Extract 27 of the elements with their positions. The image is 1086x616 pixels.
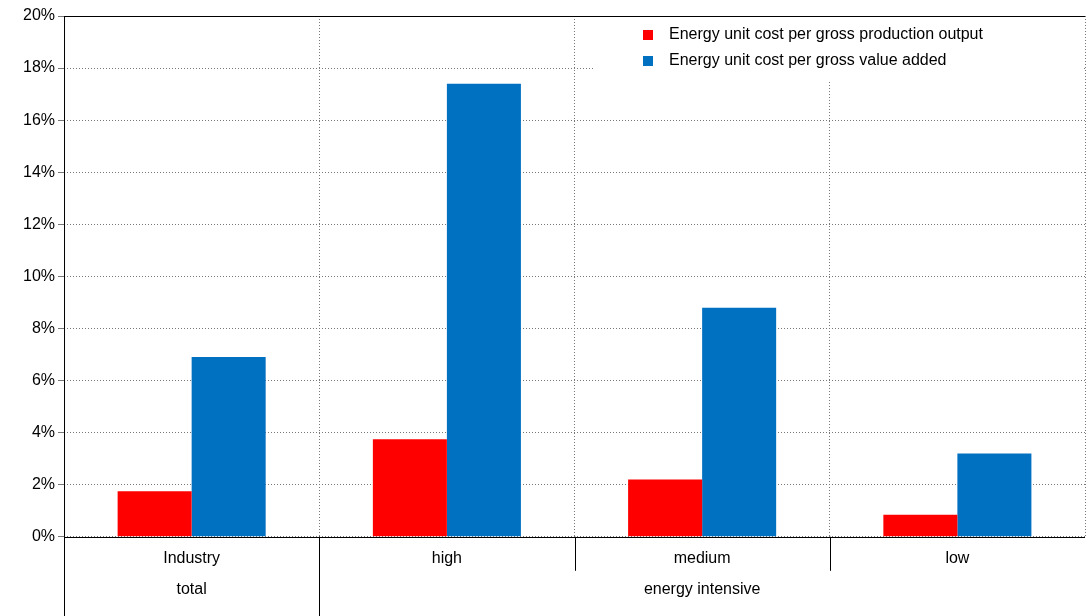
y-tick-label: 2% xyxy=(31,475,56,493)
x-tick-label: Industry xyxy=(163,548,221,566)
text: total xyxy=(176,580,207,598)
legend-label: Energy unit cost per gross value added xyxy=(669,51,947,69)
bar xyxy=(628,479,703,537)
y-tick-label: 0% xyxy=(31,527,56,545)
y-tick-label: 20% xyxy=(22,6,56,24)
x-tick-label: low xyxy=(945,548,970,566)
y-tick-label: 4% xyxy=(31,423,56,441)
bar xyxy=(117,491,192,537)
y-tick-label: 6% xyxy=(31,370,56,388)
y-tick-label: 14% xyxy=(22,162,56,180)
bar xyxy=(702,307,777,537)
bar xyxy=(446,83,521,537)
bar xyxy=(372,439,447,537)
y-tick-label: 18% xyxy=(22,58,56,76)
bar xyxy=(191,357,266,537)
x-tick-label: high xyxy=(431,548,463,566)
y-tick-label: 16% xyxy=(22,110,56,128)
x-tick-label: medium xyxy=(673,548,731,566)
y-tick-label: 12% xyxy=(22,214,56,232)
y-tick-label: 10% xyxy=(22,266,56,284)
bar xyxy=(883,514,958,537)
bar xyxy=(957,453,1032,537)
text: energy intensive xyxy=(643,580,761,598)
y-tick-label: 8% xyxy=(31,318,56,336)
legend-label: Energy unit cost per gross production output xyxy=(669,25,984,43)
